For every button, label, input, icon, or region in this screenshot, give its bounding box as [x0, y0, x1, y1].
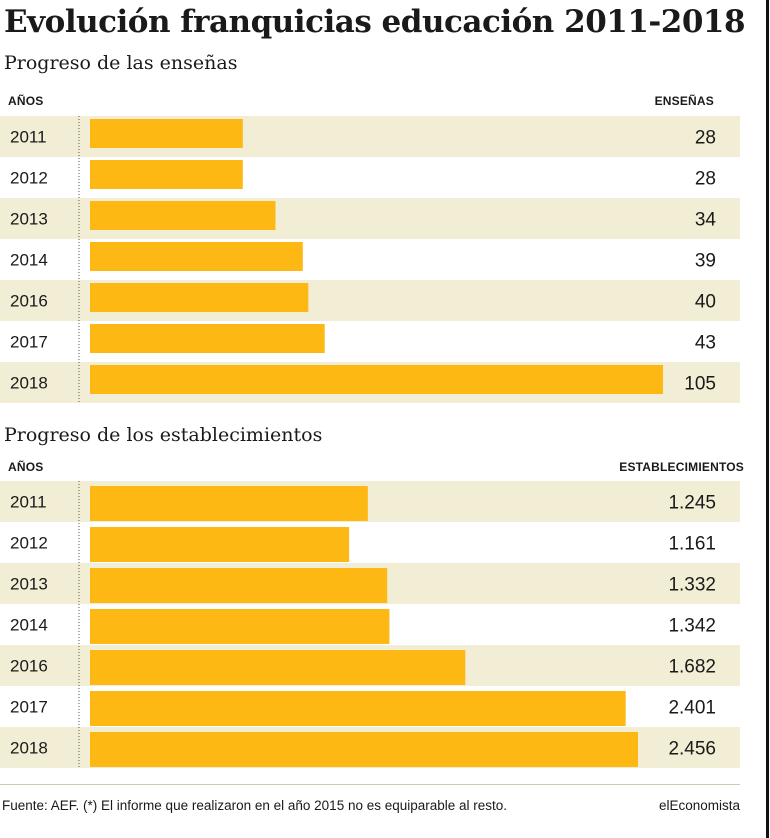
- value-label: 1.332: [668, 575, 716, 596]
- bar-2016: [90, 283, 309, 312]
- footer-divider: [0, 784, 740, 785]
- chart-2-years-header: AÑOS: [8, 460, 44, 474]
- bar-2011: [90, 119, 243, 148]
- chart-1-years-header: AÑOS: [8, 94, 44, 108]
- year-label: 2017: [10, 698, 48, 717]
- chart-2-value-header: ESTABLECIMIENTOS: [619, 460, 744, 474]
- year-label: 2011: [10, 493, 47, 512]
- year-label: 2018: [10, 374, 48, 393]
- value-label: 1.682: [668, 657, 716, 678]
- value-label: 28: [695, 128, 716, 149]
- bar-2014: [90, 242, 303, 271]
- footer-brand: elEconomista: [658, 798, 740, 813]
- value-label: 1.161: [668, 534, 716, 555]
- year-label: 2013: [10, 210, 48, 229]
- bar-2013: [90, 568, 388, 603]
- bar-2012: [90, 160, 243, 189]
- chart-1-enseñas: 2011 28 2012 28 2013 34 2014 39 2016 40 2017 43 2018…: [0, 116, 740, 403]
- year-label: 2013: [10, 575, 48, 594]
- bar-2018: [90, 732, 638, 767]
- chart-1-title: Progreso de las enseñas: [4, 52, 238, 74]
- chart-2-title: Progreso de los establecimientos: [4, 424, 323, 446]
- page-title: Evolución franquicias educación 2011-201…: [4, 4, 746, 40]
- bar-2017: [90, 691, 626, 726]
- right-border: [766, 0, 769, 838]
- value-label: 43: [695, 333, 716, 354]
- value-label: 28: [695, 169, 716, 190]
- bar-2018: [90, 365, 663, 394]
- chart-1-value-header: ENSEÑAS: [654, 94, 714, 108]
- chart-2-establecimientos: 2011 1.245 2012 1.161 2013 1.332 2014 1.342 2016…: [0, 481, 740, 768]
- value-label: 2.401: [668, 698, 716, 719]
- bar-2011: [90, 486, 368, 521]
- year-label: 2012: [10, 169, 48, 188]
- value-label: 1.245: [668, 493, 716, 514]
- year-label: 2016: [10, 292, 48, 311]
- value-label: 1.342: [668, 616, 716, 637]
- footer: Fuente: AEF. (*) El informe que realizar…: [0, 798, 740, 820]
- year-label: 2018: [10, 739, 48, 758]
- year-label: 2014: [10, 616, 48, 635]
- value-label: 40: [695, 292, 716, 313]
- year-label: 2014: [10, 251, 48, 270]
- value-label: 39: [695, 251, 716, 272]
- year-label: 2012: [10, 534, 48, 553]
- year-label: 2011: [10, 128, 47, 147]
- bar-2012: [90, 527, 350, 562]
- value-label: 2.456: [668, 739, 716, 760]
- bar-2013: [90, 201, 276, 230]
- bar-2016: [90, 650, 466, 685]
- bar-2014: [90, 609, 390, 644]
- year-label: 2017: [10, 333, 48, 352]
- footer-source: Fuente: AEF. (*) El informe que realizar…: [2, 798, 508, 813]
- value-label: 34: [695, 210, 717, 231]
- value-label: 105: [684, 374, 716, 395]
- year-label: 2016: [10, 657, 48, 676]
- bar-2017: [90, 324, 325, 353]
